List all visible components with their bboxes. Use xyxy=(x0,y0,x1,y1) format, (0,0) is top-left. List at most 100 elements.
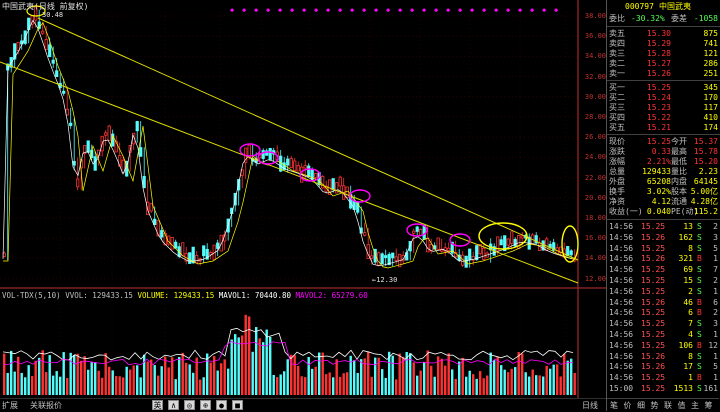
price-axis-tick: 22.00 xyxy=(584,173,606,182)
bid-volume: 410 xyxy=(703,113,718,122)
event-marker[interactable]: ◆ xyxy=(482,6,487,14)
tool-button-square[interactable]: ■ xyxy=(232,400,243,410)
tick-row[interactable]: 14:56 15.25 69 S 7 xyxy=(609,265,718,275)
volume-bar xyxy=(356,372,359,395)
tick-row[interactable]: 14:56 15.26 8 S 1 xyxy=(609,352,718,362)
bid-label: 买一 xyxy=(609,83,625,92)
tool-button-up[interactable]: ∧ xyxy=(168,400,179,410)
volume-bar xyxy=(475,378,478,395)
volume-bar xyxy=(524,372,527,395)
event-marker[interactable]: ◆ xyxy=(362,6,367,14)
event-marker[interactable]: ◆ xyxy=(530,6,535,14)
candle-body xyxy=(506,238,510,246)
tick-row[interactable]: 14:56 15.26 17 S 5 xyxy=(609,362,718,372)
event-marker[interactable]: ◆ xyxy=(506,6,511,14)
event-marker[interactable]: ◆ xyxy=(554,6,559,14)
tick-row[interactable]: 14:56 15.25 4 S 1 xyxy=(609,330,718,340)
stat-value: 15.25 xyxy=(646,137,671,146)
tick-row[interactable]: 14:56 15.25 106 B 12 xyxy=(609,341,718,351)
bid-price: 15.24 xyxy=(646,93,671,102)
panel-tab[interactable]: 筹 xyxy=(704,401,713,410)
tick-row[interactable]: 14:56 15.25 15 S 2 xyxy=(609,276,718,286)
event-marker[interactable]: ◆ xyxy=(266,6,271,14)
panel-tab[interactable]: 主 xyxy=(691,401,699,410)
event-marker[interactable]: ◆ xyxy=(410,6,415,14)
volume-bar xyxy=(409,353,412,395)
candle-body xyxy=(261,150,265,159)
panel-tab[interactable]: 价 xyxy=(623,401,632,410)
stat-value: 64145 xyxy=(693,177,718,186)
event-marker[interactable]: ◆ xyxy=(446,6,451,14)
divider xyxy=(607,26,720,27)
tick-volume: 46 xyxy=(683,297,693,307)
stat-value: 4.28亿 xyxy=(690,197,718,206)
kline-chart-area[interactable]: ◆ ◆ ◆ ◆ ◆ ◆ ◆ ◆ ◆ ◆ ◆ ◆ ◆ ◆ ◆ ◆ ◆ ◆ ◆ ◆ ◆ ◆ ◆ ◆ ◆ ◆ ◆ ◆ 中国武夷(日线 前复权… xyxy=(0,0,606,412)
event-marker[interactable]: ◆ xyxy=(494,6,499,14)
panel-tab[interactable]: 值 xyxy=(677,401,686,410)
event-marker[interactable]: ◆ xyxy=(326,6,331,14)
candle-body xyxy=(419,229,423,236)
tick-row[interactable]: 14:56 15.26 162 S 3 xyxy=(609,233,718,243)
event-marker[interactable]: ◆ xyxy=(386,6,391,14)
tick-direction: S xyxy=(697,243,702,253)
volume-bar xyxy=(381,369,384,395)
volume-indicator-label[interactable]: VOL-TDX(5,10) VVOL: 129433.15 xyxy=(2,291,133,300)
tick-row[interactable]: 14:56 15.25 13 S 2 xyxy=(609,222,718,232)
volume-bar xyxy=(447,353,450,395)
candle-body xyxy=(51,59,55,64)
period-daily-label[interactable]: 日线 xyxy=(582,401,598,410)
tick-count: 2 xyxy=(713,276,718,285)
event-marker[interactable]: ◆ xyxy=(290,6,295,14)
tool-button-dot[interactable]: ● xyxy=(216,400,227,410)
candle-body xyxy=(303,165,307,169)
event-marker[interactable]: ◆ xyxy=(278,6,283,14)
tick-row[interactable]: 14:56 15.25 7 S 3 xyxy=(609,319,718,329)
event-marker[interactable]: ◆ xyxy=(374,6,379,14)
event-marker[interactable]: ◆ xyxy=(542,6,547,14)
tick-row[interactable]: 14:56 15.26 321 B 1 xyxy=(609,254,718,264)
tick-row[interactable]: 14:56 15.25 8 S 5 xyxy=(609,244,718,254)
tick-row[interactable]: 14:56 15.25 2 S 1 xyxy=(609,287,718,297)
peak-price-label: 30.48 xyxy=(42,11,64,19)
volume-bar xyxy=(139,377,142,395)
tick-row[interactable]: 14:56 15.26 46 B 6 xyxy=(609,298,718,308)
event-marker[interactable]: ◆ xyxy=(338,6,343,14)
event-marker[interactable]: ◆ xyxy=(350,6,355,14)
volume-bar xyxy=(423,362,426,395)
event-marker[interactable]: ◆ xyxy=(470,6,475,14)
bid-volume: 170 xyxy=(703,93,718,102)
extend-button[interactable]: 扩展 xyxy=(2,401,18,410)
event-marker[interactable]: ◆ xyxy=(398,6,403,14)
quote-panel: 000797 中国武夷 委比 -30.32% 委差 -1058 卖五 15.30 8… xyxy=(606,0,720,411)
tick-row[interactable]: 15:00 15.25 1513 S 161 xyxy=(609,384,718,394)
trend-line-upper[interactable] xyxy=(37,17,579,261)
related-quote-button[interactable]: 关联报价 xyxy=(30,401,62,410)
volume-bar xyxy=(314,366,317,395)
panel-tab[interactable]: 笔 xyxy=(610,401,618,410)
event-marker[interactable]: ◆ xyxy=(314,6,319,14)
event-marker[interactable]: ◆ xyxy=(242,6,247,14)
event-marker[interactable]: ◆ xyxy=(254,6,259,14)
event-marker[interactable]: ◆ xyxy=(230,6,235,14)
volume-bar xyxy=(185,362,188,395)
event-marker[interactable]: ◆ xyxy=(518,6,523,14)
event-marker[interactable]: ◆ xyxy=(458,6,463,14)
candle-body xyxy=(104,132,108,136)
tool-button-english[interactable]: 英 xyxy=(152,400,163,410)
tick-row[interactable]: 14:56 15.25 6 B 2 xyxy=(609,308,718,318)
panel-tab[interactable]: 势 xyxy=(650,401,659,410)
tick-row[interactable]: 14:56 15.25 1 B 1 xyxy=(609,373,718,383)
volume-bar xyxy=(255,327,258,395)
event-marker[interactable]: ◆ xyxy=(434,6,439,14)
event-marker[interactable]: ◆ xyxy=(302,6,307,14)
panel-tab[interactable]: 联 xyxy=(664,401,672,410)
kline-chart-svg[interactable]: ◆ ◆ ◆ ◆ ◆ ◆ ◆ ◆ ◆ ◆ ◆ ◆ ◆ ◆ ◆ ◆ ◆ ◆ ◆ ◆ ◆ ◆ ◆ ◆ ◆ ◆ ◆ ◆ xyxy=(0,0,606,398)
trend-line-lower[interactable] xyxy=(0,61,579,284)
candle-body xyxy=(513,238,517,247)
volume-bar xyxy=(97,370,100,395)
panel-tab[interactable]: 细 xyxy=(637,401,645,410)
tool-button-target[interactable]: ◎ xyxy=(184,400,195,410)
tool-button-add[interactable]: ⊕ xyxy=(200,400,211,410)
volume-bar xyxy=(13,371,16,395)
event-marker[interactable]: ◆ xyxy=(422,6,427,14)
